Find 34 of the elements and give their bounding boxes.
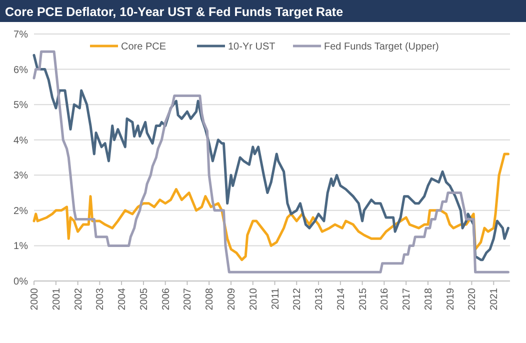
legend-label: Fed Funds Target (Upper)	[324, 42, 439, 52]
x-tick-label: 2007	[182, 288, 194, 310]
y-tick-label: 7%	[14, 30, 28, 40]
y-tick-label: 2%	[14, 206, 28, 217]
x-tick-label: 2003	[95, 288, 106, 310]
x-tick-label: 2004	[117, 288, 128, 310]
x-tick-label: 2019	[445, 288, 456, 310]
x-tick-label: 2018	[423, 288, 434, 310]
x-tick-label: 2006	[160, 288, 172, 310]
legend-label: Core PCE	[121, 42, 166, 52]
y-tick-label: 5%	[14, 100, 28, 112]
x-tick-label: 2014	[336, 288, 347, 310]
x-tick-label: 2009	[226, 288, 238, 310]
x-tick-label: 2013	[314, 288, 326, 310]
x-tick-label: 2011	[270, 288, 282, 310]
chart-title: Core PCE Deflator, 10-Year UST & Fed Funds Target Rate	[5, 5, 344, 19]
x-tick-label: 2016	[380, 288, 391, 310]
y-tick-label: 6%	[14, 64, 28, 76]
y-tick-label: 4%	[14, 135, 28, 146]
x-tick-label: 2015	[358, 288, 369, 310]
y-tick-label: 3%	[14, 170, 28, 182]
x-tick-label: 2012	[292, 288, 304, 310]
x-tick-label: 2020	[467, 288, 478, 310]
legend-label: 10-Yr UST	[228, 42, 276, 52]
x-tick-label: 2001	[51, 288, 62, 310]
x-tick-label: 2005	[138, 288, 150, 310]
x-tick-label: 2021	[489, 288, 500, 310]
x-tick-label: 2008	[204, 288, 216, 310]
y-tick-label: 1%	[14, 241, 28, 252]
x-tick-label: 2002	[73, 288, 84, 310]
x-tick-label: 2000	[30, 288, 40, 310]
x-tick-label: 2017	[402, 288, 413, 310]
x-tick-label: 2010	[248, 288, 260, 310]
y-tick-label: 0%	[14, 276, 28, 288]
